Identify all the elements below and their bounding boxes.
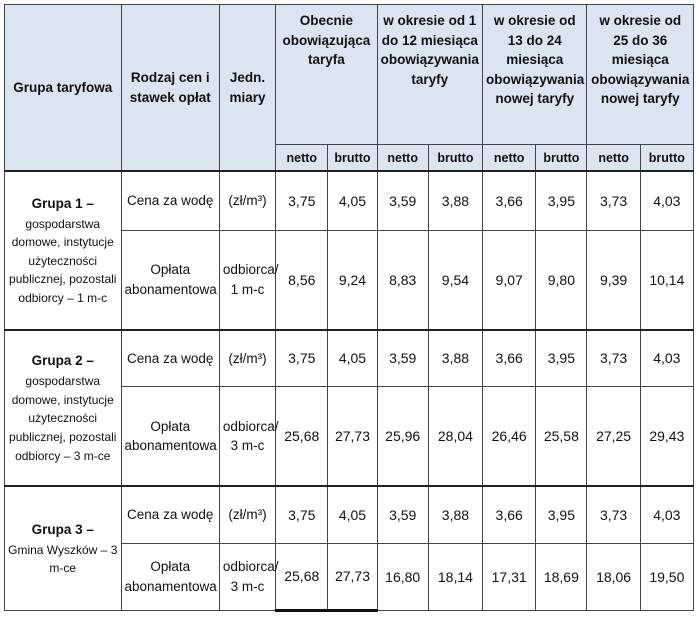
header-kind: Rodzaj cen i stawek opłat — [120, 4, 220, 172]
netto-value: 26,46 — [482, 386, 537, 487]
brutto-value: 27,73 — [327, 542, 378, 613]
brutto-value: 3,95 — [535, 170, 588, 231]
brutto-value: 4,03 — [639, 328, 695, 388]
unit-cell: (zł/m³) — [218, 485, 277, 544]
unit-cell: odbiorca/ 3 m-c — [218, 542, 278, 612]
netto-value: 3,59 — [376, 170, 429, 231]
subheader-brutto: brutto — [427, 144, 484, 172]
group-title: Grupa 2 – — [31, 353, 94, 369]
header-current: Obecnie obowiązująca taryfa — [275, 3, 378, 146]
brutto-value: 9,54 — [427, 229, 484, 331]
group-rows: Grupa 1 – gospodarstwa domowe, instytucje… — [4, 170, 695, 613]
header-group: Grupa taryfowa — [4, 4, 122, 172]
fee-kind: Opłata abonamentowa — [120, 229, 220, 331]
group-description: gospodarstwa domowe, instytucje użyteczn… — [9, 374, 117, 463]
fee-kind: Opłata abonamentowa — [120, 386, 220, 487]
group-title: Grupa 1 – — [31, 195, 94, 211]
subheader-brutto: brutto — [639, 144, 695, 172]
brutto-value: 25,58 — [535, 386, 588, 487]
fee-kind: Opłata abonamentowa — [120, 542, 220, 612]
brutto-value: 9,24 — [327, 229, 378, 331]
table-row: Opłata abonamentowa odbiorca/ 1 m-c 8,56 9,… — [5, 229, 695, 331]
header-period-2: w okresie od 13 do 24 miesiąca obowiązyw… — [482, 3, 588, 146]
brutto-value: 4,05 — [327, 485, 378, 544]
header-period-1: w okresie od 1 do 12 miesiąca obowiązywa… — [376, 3, 484, 146]
netto-value: 9,39 — [586, 229, 641, 331]
brutto-value: 3,88 — [427, 328, 484, 388]
netto-value: 17,31 — [482, 542, 537, 612]
group-cell: Grupa 3 – Gmina Wyszków – 3 m-ce — [4, 485, 122, 612]
header-row: Grupa taryfowa Rodzaj cen i stawek opłat… — [4, 3, 694, 172]
brutto-value: 28,04 — [427, 386, 484, 487]
group-cell: Grupa 1 – gospodarstwa domowe, instytucje… — [4, 170, 122, 331]
netto-value: 27,25 — [586, 386, 641, 487]
header-period-3: w okresie od 25 do 36 miesiąca obowiązyw… — [586, 3, 694, 146]
table-row: Grupa 3 – Gmina Wyszków – 3 m-ce Cena za w… — [4, 485, 695, 612]
netto-value: 9,07 — [482, 229, 537, 331]
brutto-value: 4,05 — [327, 170, 378, 231]
fee-kind: Cena za wodę — [120, 328, 220, 388]
header-unit: Jedn. miary — [218, 4, 277, 172]
netto-value: 3,75 — [275, 485, 329, 544]
netto-value: 3,66 — [482, 485, 537, 544]
netto-value: 3,73 — [586, 328, 641, 388]
brutto-value: 27,73 — [327, 386, 378, 487]
brutto-value: 4,05 — [327, 328, 378, 388]
brutto-value: 3,88 — [427, 170, 484, 231]
subheader-netto: netto — [586, 144, 641, 172]
netto-value: 16,80 — [376, 542, 429, 612]
tariff-table: Grupa taryfowa Rodzaj cen i stawek opłat… — [4, 3, 695, 613]
subheader-brutto: brutto — [327, 144, 378, 172]
fee-kind: Cena za wodę — [120, 170, 220, 231]
table-row: Opłata abonamentowa odbiorca/ 3 m-c 25,68 2… — [5, 386, 695, 487]
brutto-value: 4,03 — [639, 170, 695, 231]
netto-value: 18,06 — [586, 542, 641, 612]
fee-kind: Cena za wodę — [120, 485, 220, 544]
brutto-value: 4,03 — [639, 485, 695, 544]
subheader-row: netto brutto netto brutto netto brutto n… — [5, 144, 695, 172]
brutto-value: 19,50 — [639, 542, 695, 612]
subheader-netto: netto — [482, 144, 537, 172]
netto-value: 3,75 — [275, 328, 329, 388]
group-description: gospodarstwa domowe, instytucje użyteczn… — [9, 216, 117, 305]
netto-value: 25,68 — [275, 542, 329, 613]
brutto-value: 10,14 — [639, 229, 695, 331]
netto-value: 3,66 — [482, 170, 537, 231]
table-row: Grupa 1 – gospodarstwa domowe, instytucje… — [4, 170, 695, 331]
group-cell: Grupa 2 – gospodarstwa domowe, instytucje… — [4, 328, 122, 487]
netto-value: 3,75 — [275, 170, 329, 231]
subheader-netto: netto — [376, 144, 429, 172]
table-row: Grupa 2 – gospodarstwa domowe, instytucje… — [4, 328, 695, 487]
netto-value: 3,73 — [586, 170, 641, 231]
netto-value: 3,73 — [586, 485, 641, 544]
netto-value: 25,68 — [275, 386, 329, 487]
table-row: Opłata abonamentowa odbiorca/ 3 m-c 25,68 2… — [5, 542, 695, 613]
netto-value: 8,83 — [376, 229, 429, 331]
netto-value: 3,59 — [376, 485, 429, 544]
unit-cell: odbiorca/ 3 m-c — [218, 386, 278, 487]
unit-cell: (zł/m³) — [218, 170, 277, 231]
brutto-value: 29,43 — [639, 386, 695, 487]
netto-value: 3,66 — [482, 328, 537, 388]
unit-cell: odbiorca/ 1 m-c — [218, 229, 278, 331]
brutto-value: 3,95 — [535, 485, 588, 544]
brutto-value: 9,80 — [535, 229, 588, 331]
brutto-value: 3,95 — [535, 328, 588, 388]
netto-value: 8,56 — [275, 229, 329, 331]
group-title: Grupa 3 – — [31, 521, 94, 537]
netto-value: 3,59 — [376, 328, 429, 388]
subheader-netto: netto — [275, 144, 329, 172]
brutto-value: 18,69 — [535, 542, 588, 612]
unit-cell: (zł/m³) — [218, 328, 277, 388]
netto-value: 25,96 — [376, 386, 429, 487]
brutto-value: 3,88 — [427, 485, 484, 544]
subheader-brutto: brutto — [535, 144, 588, 172]
group-description: Gmina Wyszków – 3 m-ce — [8, 542, 118, 576]
brutto-value: 18,14 — [427, 542, 484, 612]
